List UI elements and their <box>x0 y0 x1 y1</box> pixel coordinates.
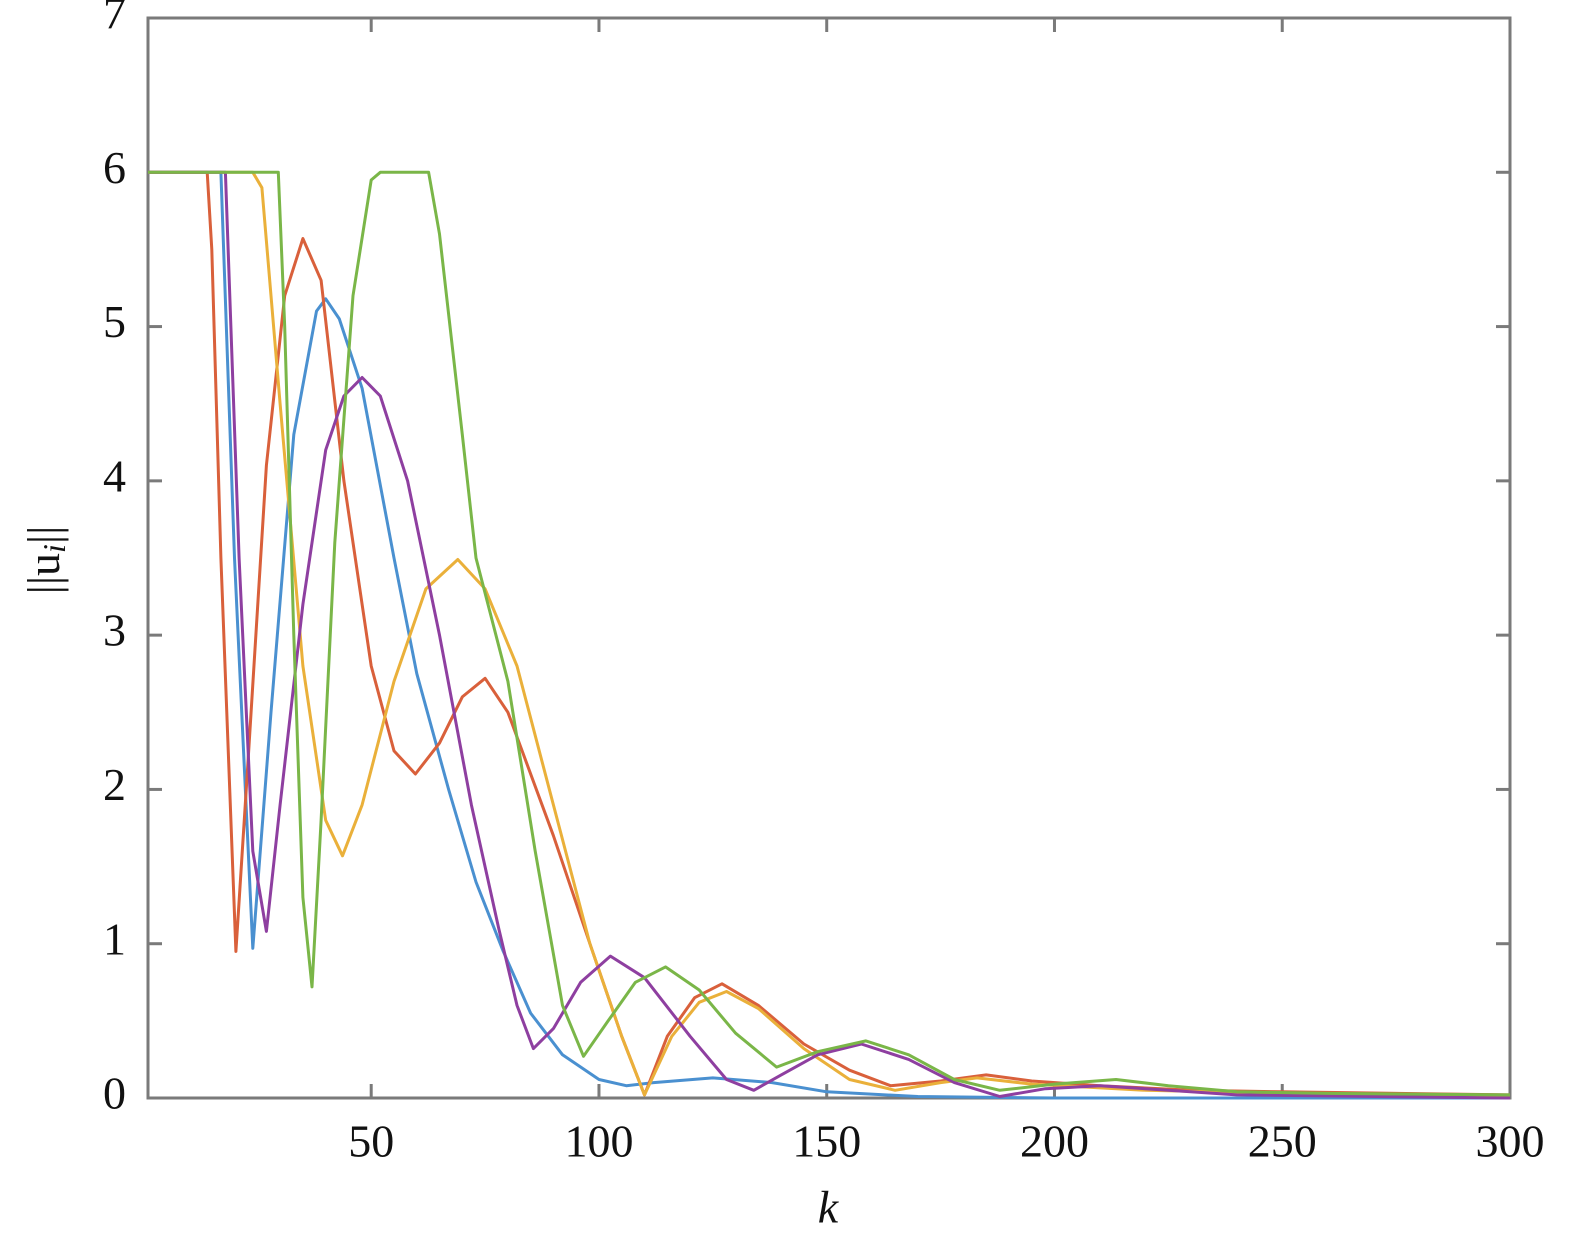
y-axis-label: ||ui|| <box>18 526 73 595</box>
y-tick-label: 5 <box>103 296 126 347</box>
y-tick-label: 3 <box>103 605 126 656</box>
y-label-base: ||u <box>18 553 69 594</box>
series-line <box>148 170 1510 1100</box>
x-tick-label: 50 <box>348 1116 394 1167</box>
x-tick-label: 250 <box>1248 1116 1317 1167</box>
y-tick-label: 4 <box>103 450 126 501</box>
y-tick-label: 1 <box>103 913 126 964</box>
series-line <box>148 170 1511 1097</box>
x-axis-label: k <box>818 1182 840 1233</box>
plot-frame <box>146 16 1512 1100</box>
y-tick-label: 0 <box>103 1068 126 1119</box>
y-tick-label: 6 <box>103 142 126 193</box>
x-tick-label: 200 <box>1020 1116 1089 1167</box>
x-tick-label: 100 <box>564 1116 633 1167</box>
x-tick-label: 300 <box>1476 1116 1545 1167</box>
y-tick-label: 2 <box>103 759 126 810</box>
y-label-sub: i <box>36 544 72 553</box>
x-tick-label: 150 <box>792 1116 861 1167</box>
y-tick-label: 7 <box>103 0 126 39</box>
y-label-end: || <box>18 526 69 544</box>
